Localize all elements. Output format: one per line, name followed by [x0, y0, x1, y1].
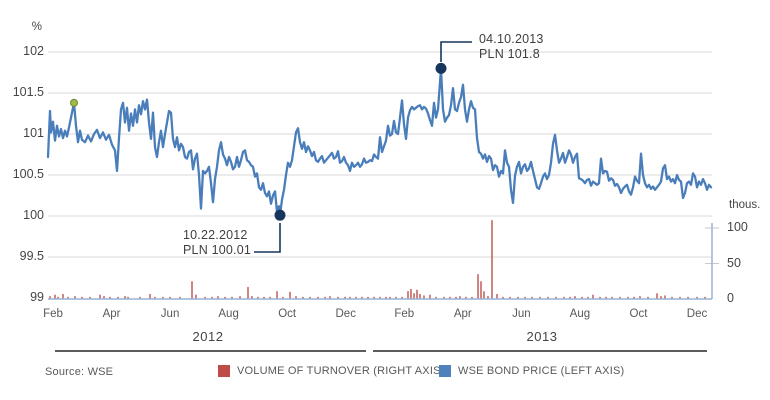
left-axis-tick-label: 102: [23, 44, 44, 58]
left-axis-tick-label: 100: [23, 208, 44, 222]
x-axis-month-label: Jun: [160, 308, 180, 320]
volume-legend-swatch: [218, 365, 230, 377]
x-axis-month-label: Dec: [686, 308, 708, 320]
left-axis-tick-label: 101: [23, 126, 44, 140]
x-axis-month-label: Oct: [278, 308, 297, 320]
volume-legend-label: VOLUME OF TURNOVER (RIGHT AXIS): [237, 365, 445, 377]
source-label: Source: WSE: [45, 366, 114, 378]
low-point-dot: [274, 209, 286, 221]
right-axis-tick-label: 100: [727, 220, 748, 234]
annotation-low-value: PLN 100.01: [183, 242, 252, 257]
annotation-high-value: PLN 101.8: [479, 46, 540, 61]
x-axis-month-label: Feb: [43, 308, 63, 320]
left-axis-unit-label: %: [31, 21, 42, 33]
annotation-low: 10.22.2012 PLN 100.01: [183, 228, 251, 257]
x-axis-month-label: Apr: [453, 308, 472, 320]
x-axis-month-label: Jun: [512, 308, 531, 320]
year-label-2013: 2013: [526, 329, 558, 344]
annotation-high: 04.10.2013 PLN 101.8: [479, 32, 544, 61]
right-axis-tick-label: 50: [727, 255, 741, 270]
x-axis-month-label: Apr: [102, 308, 121, 320]
x-axis-month-label: Oct: [629, 308, 648, 320]
year-label-2012: 2012: [192, 329, 224, 344]
annotation-high-date: 04.10.2013: [479, 32, 544, 46]
left-axis-tick-label: 101.5: [12, 85, 44, 99]
left-axis-tick-label: 100.5: [12, 167, 44, 181]
x-axis-month-label: Aug: [218, 308, 239, 320]
left-axis-tick-label: 99: [30, 290, 44, 304]
price-line: [46, 68, 713, 217]
price-legend-swatch: [439, 365, 451, 377]
low-callout-line: [254, 223, 281, 253]
legend-item-volume: VOLUME OF TURNOVER (RIGHT AXIS): [218, 365, 445, 377]
left-axis-tick-label: 99.5: [19, 249, 44, 263]
high-point-dot: [435, 62, 447, 74]
x-axis-month-label: Feb: [394, 308, 415, 320]
right-axis-tick-label: 0: [727, 291, 734, 305]
series-start-marker: [70, 98, 78, 107]
right-axis-unit-label: thous.: [729, 199, 761, 211]
x-axis-month-label: Aug: [569, 308, 591, 320]
annotation-low-date: 10.22.2012: [183, 228, 248, 242]
high-callout-line: [440, 41, 472, 62]
price-legend-label: WSE BOND PRICE (LEFT AXIS): [458, 365, 625, 377]
legend-item-price: WSE BOND PRICE (LEFT AXIS): [439, 365, 624, 377]
x-axis-month-label: Dec: [335, 308, 356, 320]
